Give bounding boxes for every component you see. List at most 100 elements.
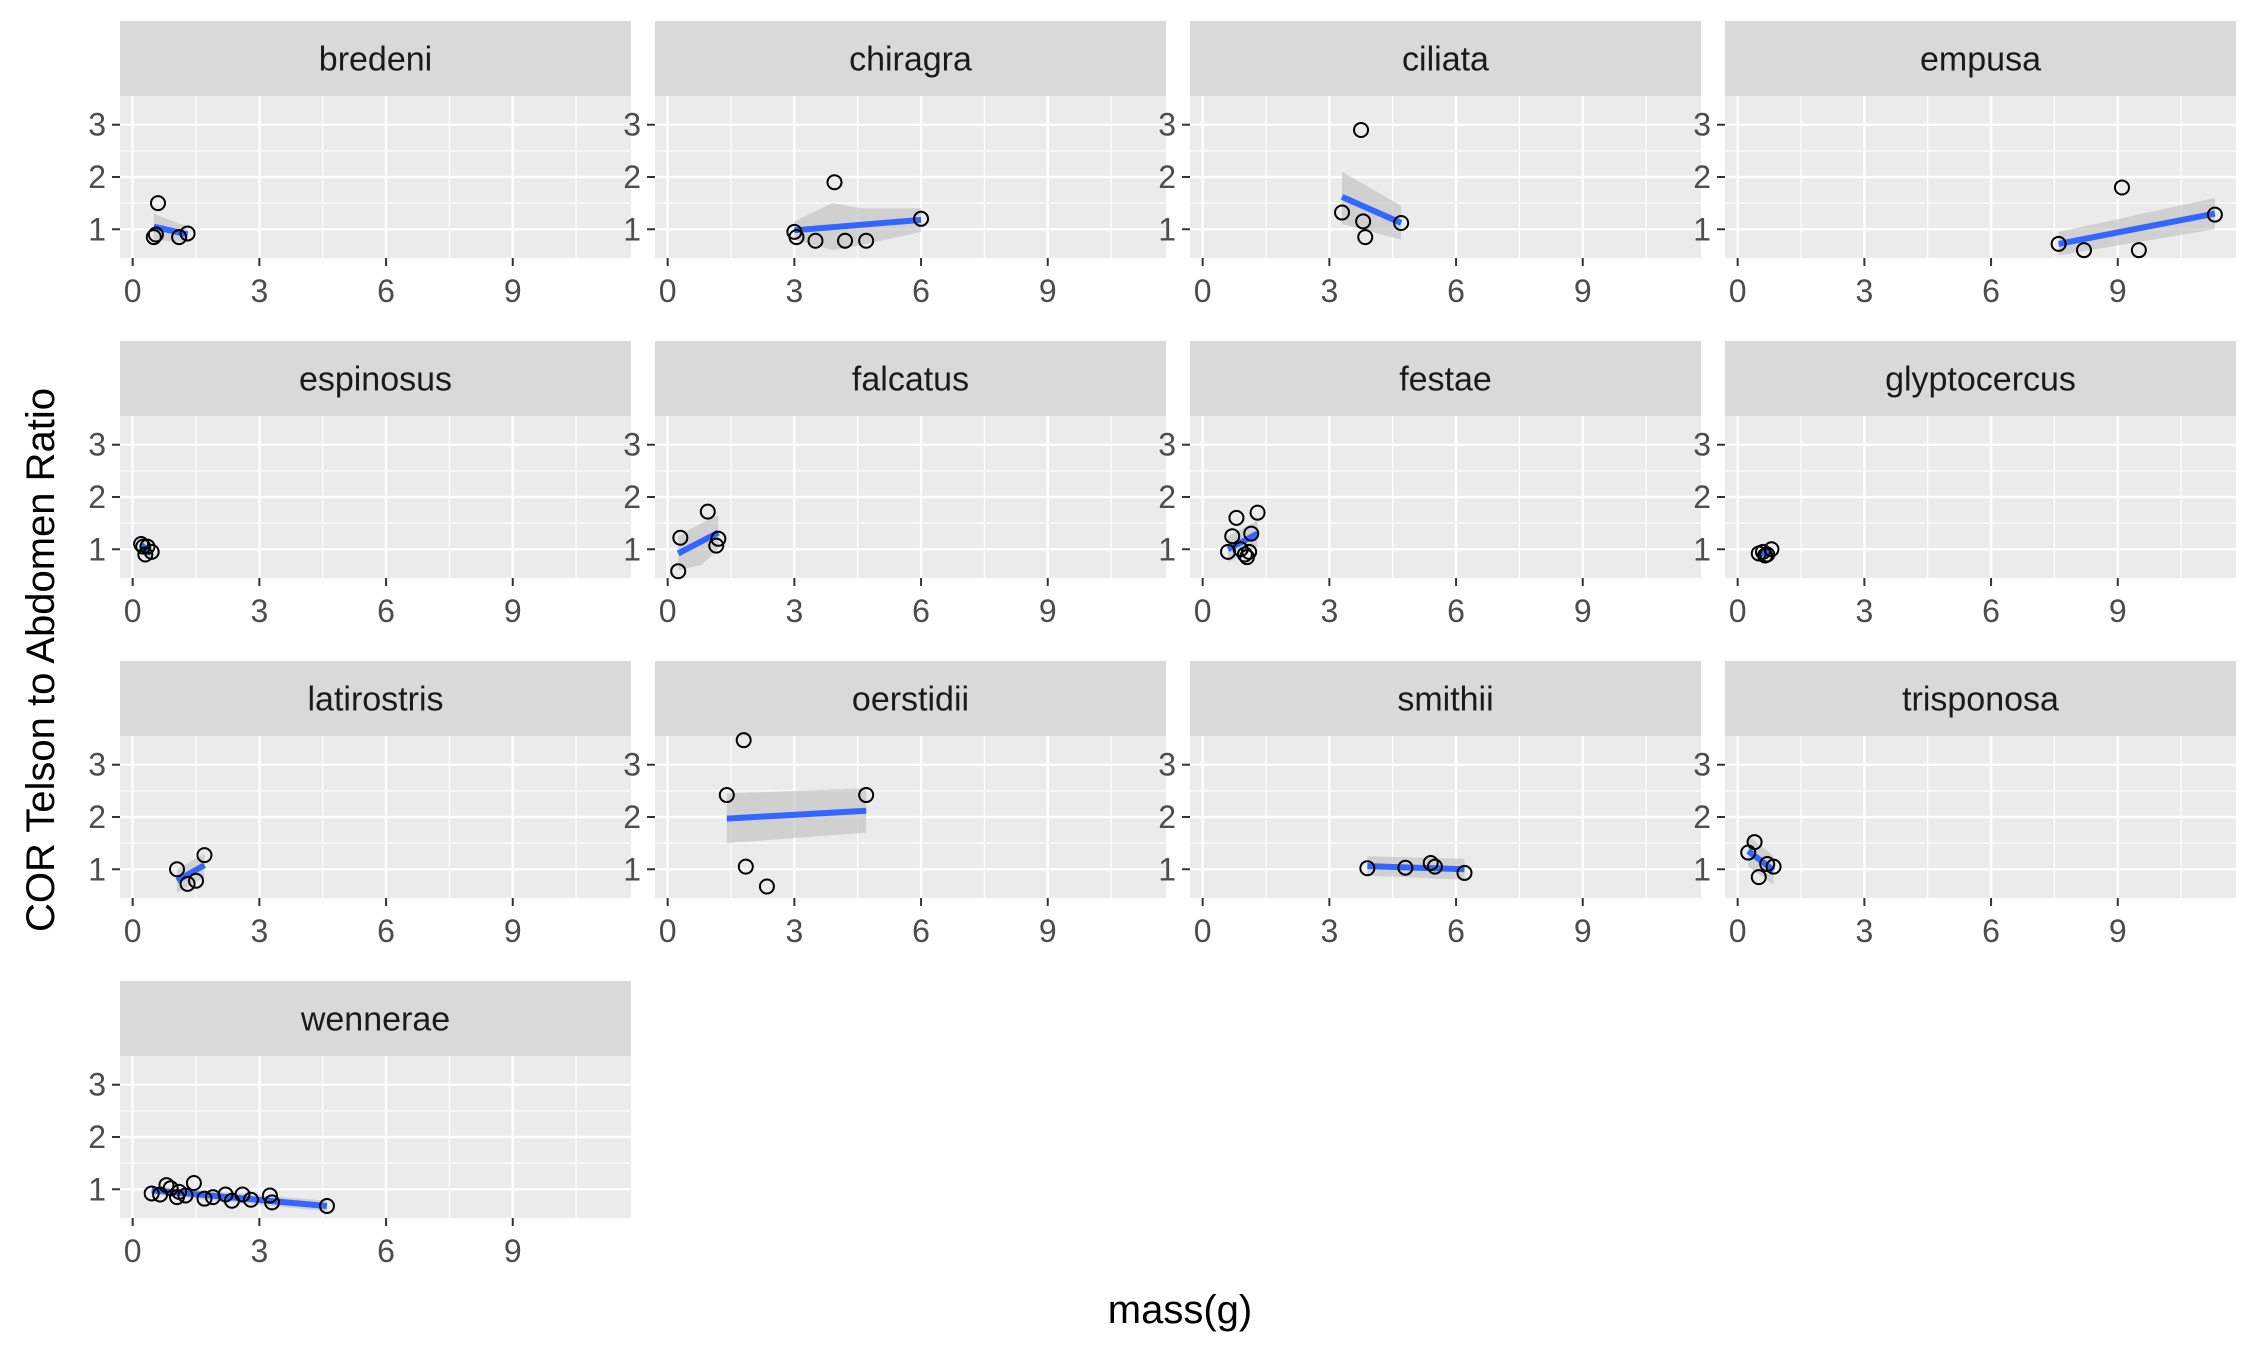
facet-strip [1725,661,2236,736]
data-point [185,1174,202,1191]
y-tick-label: 2 [88,1119,106,1155]
data-point [196,847,213,864]
facet-strip-label: empusa [1920,41,2041,79]
data-point [135,538,152,555]
x-tick-label: 6 [377,593,395,629]
x-tick-label: 0 [659,913,677,949]
data-point [2075,242,2092,259]
data-point [2113,179,2130,196]
facet-strip [1190,341,1701,416]
x-tick-label: 3 [250,593,268,629]
x-tick-label: 0 [124,593,142,629]
data-point [143,1185,160,1202]
data-point [1763,541,1780,558]
x-tick-label: 6 [377,1233,395,1269]
x-tick-label: 0 [1194,273,1212,309]
facet-strip-label: chiragra [849,41,972,79]
y-tick-label: 3 [1158,107,1176,143]
facet-smithii: smithii 1 2 3 0 3 6 9 [1158,661,1701,949]
data-point [710,530,727,547]
x-tick-label: 3 [1320,593,1338,629]
data-point [261,1187,278,1204]
y-tick-label: 3 [1693,747,1711,783]
x-tick-label: 6 [912,593,930,629]
x-tick-label: 3 [785,273,803,309]
y-axis-title: COR Telson to Abdomen Ratio [19,388,63,932]
y-tick-label: 1 [1693,531,1711,567]
data-point [1456,864,1473,881]
data-point [1393,214,1410,231]
data-point [2130,242,2147,259]
data-point [1765,858,1782,875]
y-tick-label: 2 [1158,479,1176,515]
y-tick-label: 1 [88,851,106,887]
facet-trisponosa: trisponosa 1 2 3 0 3 6 9 [1693,661,2236,949]
data-point [2050,235,2067,252]
facet-strip [1725,341,2236,416]
y-tick-label: 3 [623,107,641,143]
x-tick-label: 9 [1039,913,1057,949]
y-tick-label: 2 [1693,159,1711,195]
data-point [826,174,843,191]
data-point [1224,528,1241,545]
x-tick-label: 3 [1855,593,1873,629]
data-point [788,229,805,246]
x-tick-label: 9 [504,593,522,629]
data-point [145,229,162,246]
data-point [1357,229,1374,246]
data-point [1750,869,1767,886]
data-point [672,529,689,546]
data-point [1422,854,1439,871]
x-tick-label: 6 [1447,913,1465,949]
x-tick-label: 9 [2109,273,2127,309]
x-tick-label: 6 [912,273,930,309]
x-tick-label: 9 [504,273,522,309]
facet-strip [120,661,631,736]
y-tick-label: 2 [88,479,106,515]
data-point [177,1187,194,1204]
data-point [318,1197,335,1214]
data-point [913,210,930,227]
data-point [1334,204,1351,221]
y-tick-label: 1 [1158,851,1176,887]
facet-strip [655,341,1166,416]
y-tick-label: 3 [1693,427,1711,463]
facet-strip [120,341,631,416]
facet-bredeni: bredeni 1 2 3 0 3 6 9 [88,21,631,309]
y-tick-label: 2 [88,159,106,195]
data-point [158,1177,175,1194]
y-tick-label: 3 [1158,747,1176,783]
x-tick-label: 6 [1982,273,2000,309]
fit-line [1367,863,1465,873]
y-tick-label: 3 [88,427,106,463]
y-tick-label: 1 [1693,851,1711,887]
facet-strip [1190,661,1701,736]
data-point [735,732,752,749]
y-tick-label: 1 [1158,531,1176,567]
data-point [708,537,725,554]
facet-panels: bredeni 1 2 3 0 3 6 9 chiragra 1 2 3 0 3 6 9 ciliata 1 2 3 0… [88,21,2236,1269]
x-tick-label: 3 [250,273,268,309]
x-tick-label: 9 [2109,593,2127,629]
data-point [737,858,754,875]
y-tick-label: 2 [1158,159,1176,195]
y-tick-label: 3 [88,747,106,783]
y-tick-label: 2 [1693,799,1711,835]
x-tick-label: 3 [1320,273,1338,309]
x-tick-label: 0 [124,1233,142,1269]
facet-strip [655,21,1166,96]
data-point [1426,858,1443,875]
facet-strip-label: festae [1399,361,1492,399]
y-tick-label: 1 [88,211,106,247]
x-tick-label: 3 [250,1233,268,1269]
data-point [242,1191,259,1208]
facet-oerstidii: oerstidii 1 2 3 0 3 6 9 [623,661,1166,949]
y-tick-label: 3 [623,427,641,463]
x-tick-label: 6 [1447,273,1465,309]
data-point [2206,206,2223,223]
data-point [1397,859,1414,876]
fit-line [2058,210,2216,247]
data-point [1243,525,1260,542]
data-point [179,225,196,242]
